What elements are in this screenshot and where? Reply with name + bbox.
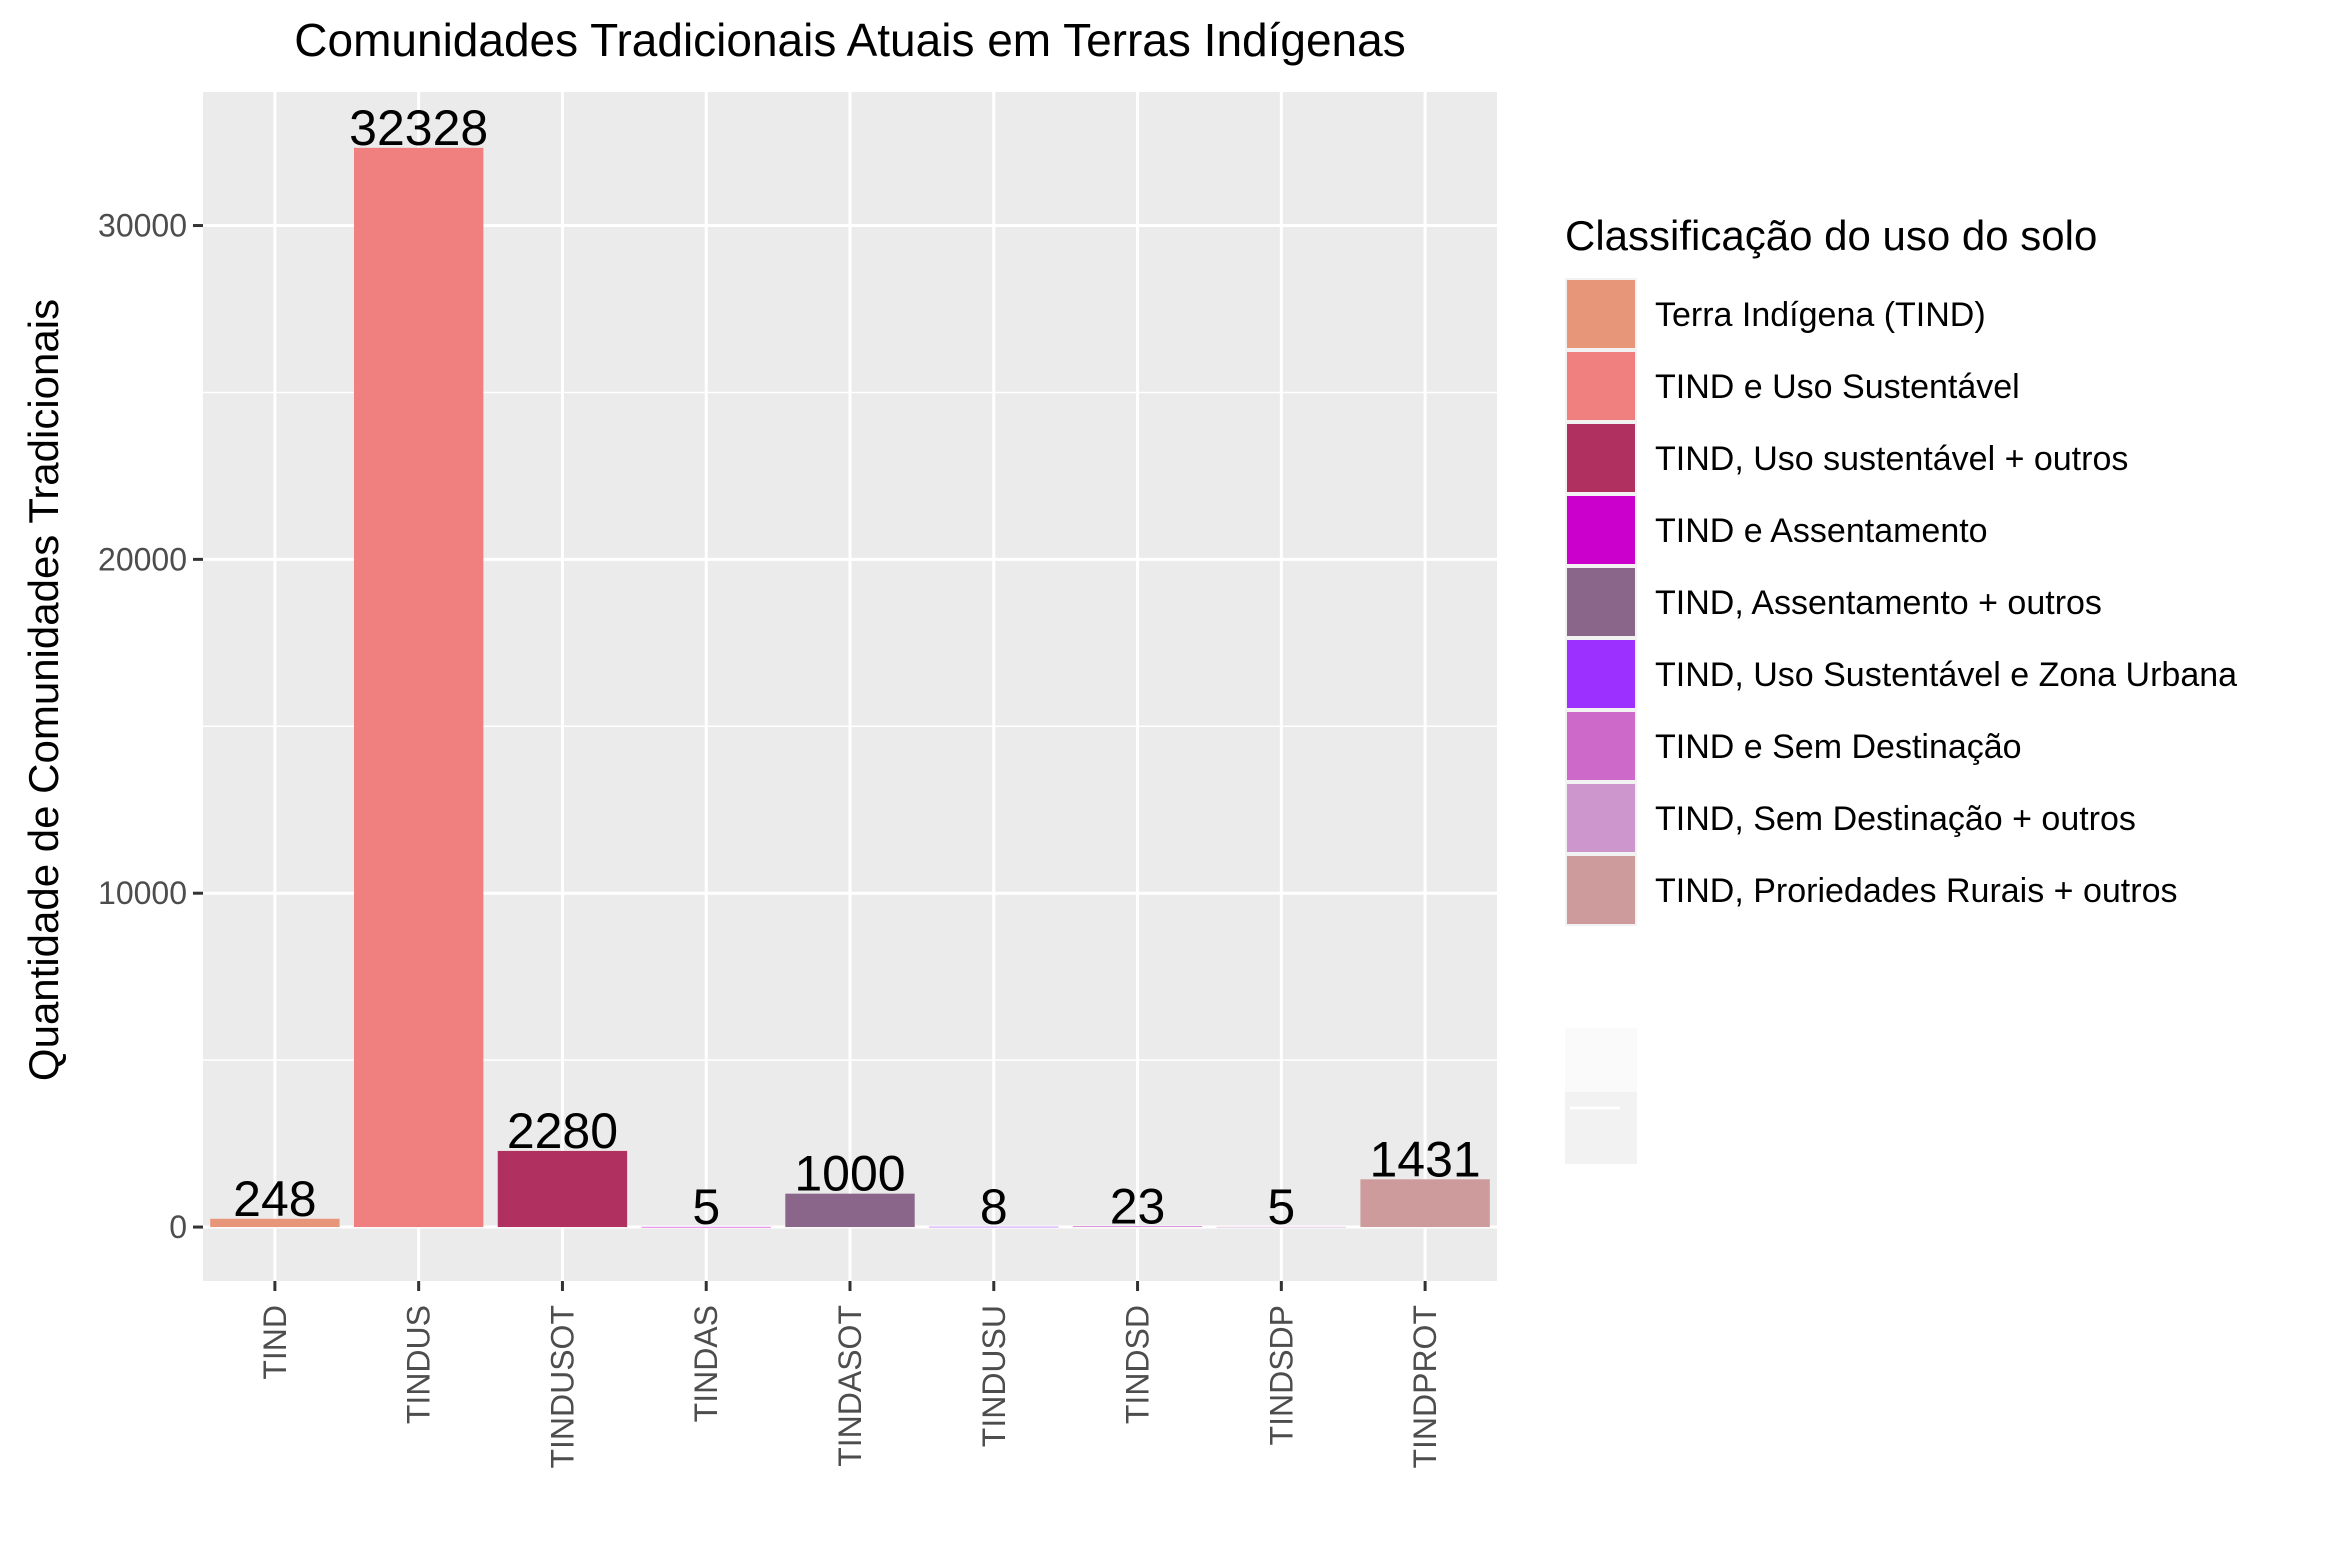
- bar-tindsd: [1072, 1226, 1203, 1228]
- legend-swatch: [1567, 352, 1635, 420]
- legend-label: Terra Indígena (TIND): [1655, 296, 1986, 334]
- x-tick-label-tindprot: TINDPROT: [1407, 1305, 1443, 1469]
- legend-blank-key-1: [1565, 1028, 1637, 1100]
- y-axis-title: Quantidade de Comunidades Tradicionais: [20, 299, 67, 1081]
- y-tick-label: 30000: [98, 208, 187, 244]
- x-tick-label-tindasot: TINDASOT: [832, 1305, 868, 1467]
- legend-swatch: [1567, 568, 1635, 636]
- legend-swatch: [1567, 496, 1635, 564]
- y-tick-label: 0: [169, 1209, 187, 1245]
- value-label-layer: 248 32328 2280 5 1000 8 23 5 1431: [233, 100, 1481, 1235]
- y-axis: 0 10000 20000 30000: [98, 208, 203, 1245]
- value-label-tindsd: 23: [1110, 1178, 1166, 1234]
- legend: Classificação do uso do solo Terra Indíg…: [1565, 212, 2237, 1164]
- bar-tindus: [353, 147, 484, 1228]
- chart-title: Comunidades Tradicionais Atuais em Terra…: [294, 14, 1405, 66]
- value-label-tindus: 32328: [349, 100, 488, 156]
- value-label-tindusot: 2280: [507, 1103, 618, 1159]
- value-label-tindas: 5: [692, 1179, 720, 1235]
- legend-title: Classificação do uso do solo: [1565, 212, 2097, 259]
- legend-swatch: [1567, 640, 1635, 708]
- legend-swatch: [1567, 856, 1635, 924]
- x-tick-label-tindusu: TINDUSU: [976, 1305, 1012, 1447]
- x-tick-label-tind: TIND: [257, 1305, 293, 1380]
- x-tick-label-tindas: TINDAS: [688, 1305, 724, 1422]
- legend-label: TIND, Proriedades Rurais + outros: [1655, 872, 2177, 910]
- legend-swatch: [1567, 712, 1635, 780]
- bar-tindasot: [785, 1193, 915, 1228]
- bar-layer: [210, 147, 1490, 1228]
- x-tick-label-tindusot: TINDUSOT: [544, 1305, 580, 1469]
- bar-tindusu: [929, 1226, 1059, 1228]
- bar-tindusot: [497, 1150, 628, 1228]
- legend-items: Terra Indígena (TIND) TIND e Uso Sustentá…: [1565, 278, 2237, 926]
- y-tick-label: 10000: [98, 875, 187, 911]
- x-axis: TIND TINDUS TINDUSOT TINDAS TINDASOT TINDUSU T…: [257, 1281, 1443, 1469]
- value-label-tindusu: 8: [980, 1179, 1008, 1235]
- legend-label: TIND e Assentamento: [1655, 512, 1988, 550]
- legend-label: TIND e Uso Sustentável: [1655, 368, 2020, 406]
- legend-blank-key-2: [1565, 1092, 1637, 1164]
- legend-label: TIND, Uso Sustentável e Zona Urbana: [1655, 656, 2237, 694]
- legend-swatch: [1567, 784, 1635, 852]
- value-label-tindsdp: 5: [1267, 1179, 1295, 1235]
- bar-tindas: [641, 1226, 771, 1228]
- legend-swatch: [1567, 424, 1635, 492]
- x-tick-label-tindus: TINDUS: [401, 1305, 437, 1424]
- x-tick-label-tindsdp: TINDSDP: [1263, 1305, 1299, 1445]
- bar-tindsdp: [1216, 1226, 1347, 1228]
- legend-label: TIND, Sem Destinação + outros: [1655, 800, 2136, 838]
- legend-label: TIND e Sem Destinação: [1655, 728, 2022, 766]
- legend-label: TIND, Assentamento + outros: [1655, 584, 2102, 622]
- bar-tind: [210, 1218, 340, 1228]
- value-label-tindprot: 1431: [1369, 1131, 1480, 1187]
- bar-tindprot: [1360, 1179, 1490, 1228]
- y-tick-label: 20000: [98, 541, 187, 577]
- legend-label: TIND, Uso sustentável + outros: [1655, 440, 2128, 478]
- value-label-tindasot: 1000: [794, 1146, 905, 1202]
- value-label-tind: 248: [233, 1171, 316, 1227]
- x-tick-label-tindsd: TINDSD: [1120, 1305, 1156, 1424]
- legend-swatch: [1567, 280, 1635, 348]
